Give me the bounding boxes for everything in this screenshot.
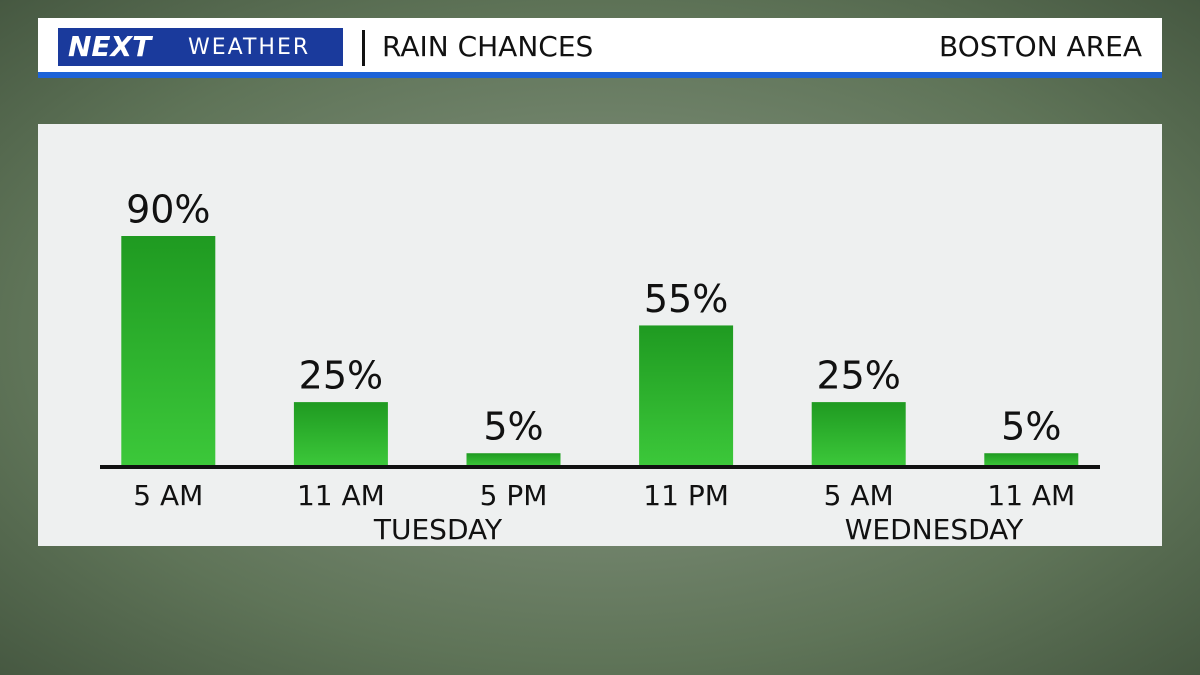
bar: [121, 236, 216, 466]
title: RAIN CHANCES: [382, 30, 593, 63]
x-tick-label: 5 PM: [480, 479, 548, 512]
header-stripe: [38, 72, 1162, 78]
bar: [466, 453, 561, 466]
x-tick-label: 5 AM: [133, 479, 203, 512]
logo: NEXT: [68, 30, 153, 63]
value-label: 55%: [644, 277, 728, 321]
value-label: 25%: [299, 354, 383, 398]
bar: [984, 453, 1079, 466]
bar: [811, 402, 906, 466]
value-label: 25%: [816, 354, 900, 398]
x-tick-label: 11 AM: [297, 479, 385, 512]
chart-panel: [38, 124, 1162, 546]
divider: [362, 30, 365, 66]
group-label: WEDNESDAY: [845, 513, 1024, 546]
x-tick-label: 5 AM: [824, 479, 894, 512]
logo-sub: WEATHER: [188, 35, 310, 60]
group-label: TUESDAY: [373, 513, 503, 546]
x-tick-label: 11 AM: [987, 479, 1075, 512]
x-tick-label: 11 PM: [643, 479, 729, 512]
bar: [639, 325, 734, 466]
location: BOSTON AREA: [939, 30, 1142, 63]
logo-box: [58, 28, 343, 66]
value-label: 90%: [126, 188, 210, 232]
value-label: 5%: [1001, 405, 1061, 449]
value-label: 5%: [483, 405, 543, 449]
bar: [293, 402, 388, 466]
plot: 90% 5 AM 25% 11 AM 5% 5 PM 55% 11 PM 25% 5 AM 5% 11…: [121, 188, 1079, 546]
